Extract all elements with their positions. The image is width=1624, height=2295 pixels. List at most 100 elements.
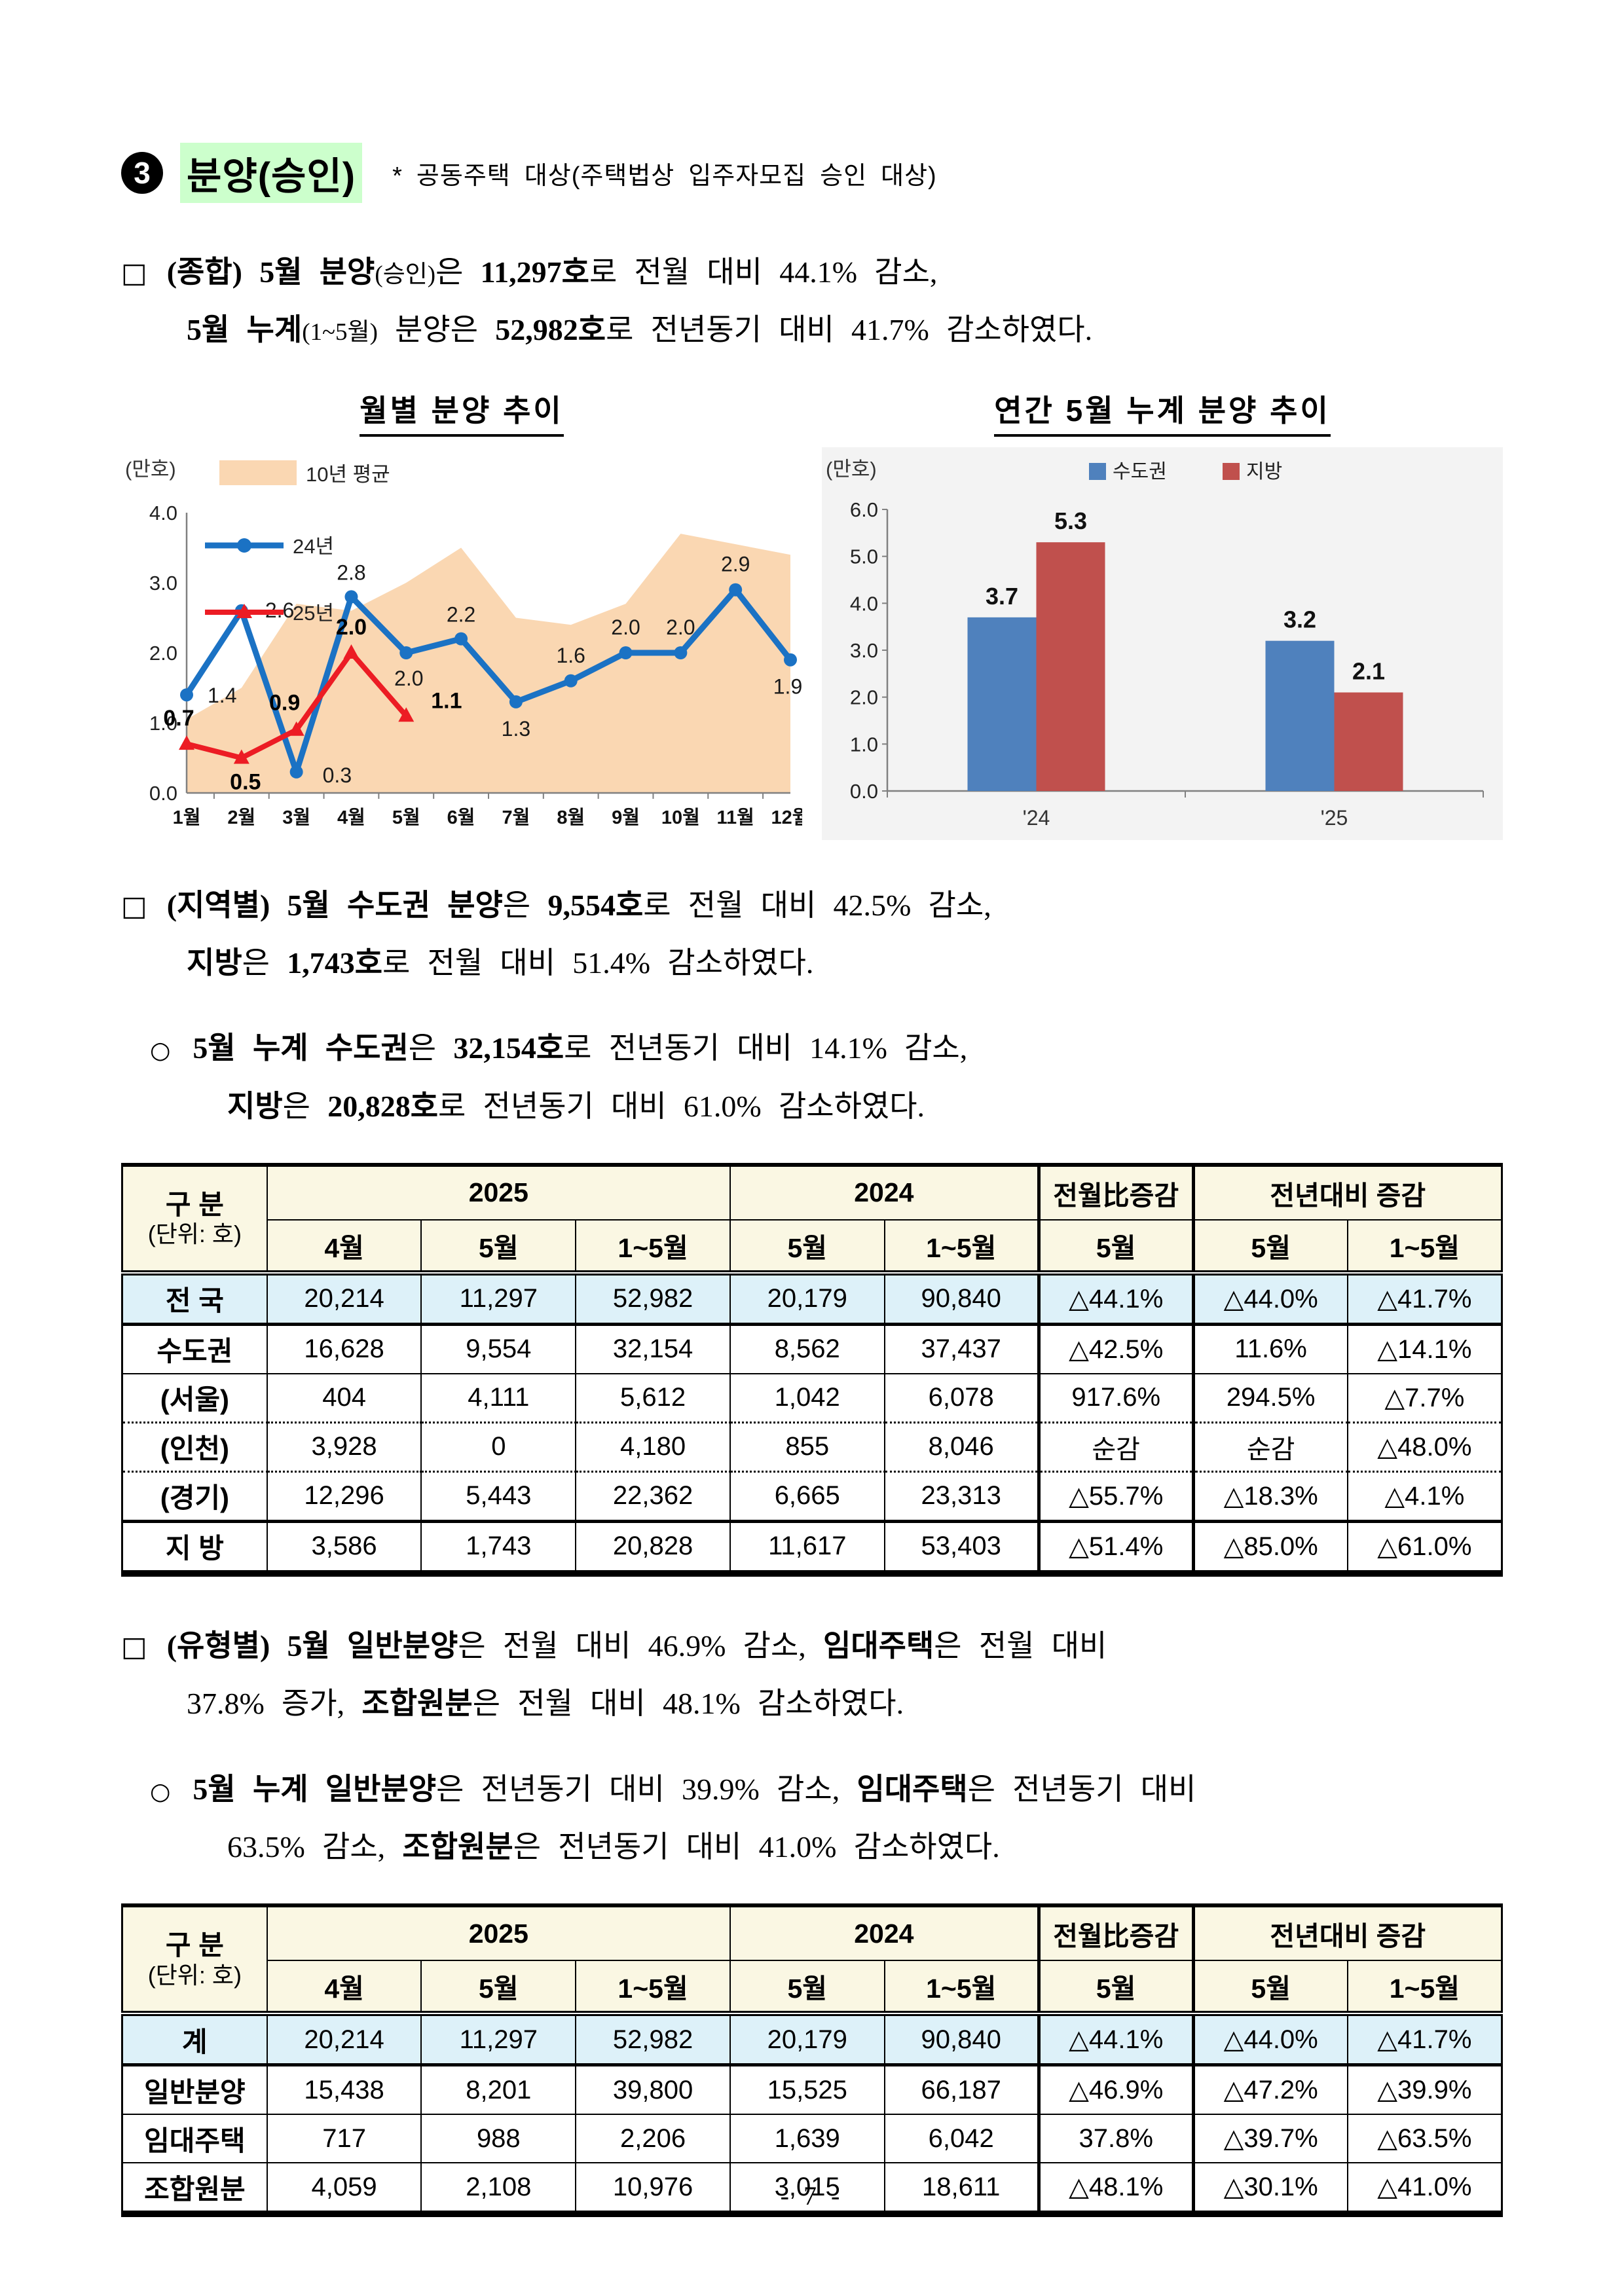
header-2025: 2025 [266, 1905, 731, 1962]
table-row-general: 일반분양 15,438 8,201 39,800 15,525 66,187 △46.9… [121, 2064, 1503, 2116]
header-category: 구 분 (단위: 호) [121, 1164, 268, 1276]
monthly-line-chart-svg: 0.0 1.0 2.0 3.0 4.0 1월 2월 3월 4월 5월 6월 7월 8월 9월 10월 11월 1… [125, 458, 802, 828]
header-mom-change: 전월比증감 [1037, 1905, 1194, 1962]
svg-text:2.8: 2.8 [337, 560, 365, 584]
header-category: 구 분 (단위: 호) [121, 1905, 268, 2017]
circle-bullet-icon: ○ [150, 1778, 171, 1805]
svg-text:4.0: 4.0 [850, 592, 878, 615]
svg-text:1.4: 1.4 [208, 684, 236, 707]
subheader: 5월 [1037, 1960, 1194, 2017]
svg-text:12월: 12월 [771, 807, 802, 828]
circle-bullet-icon: ○ [150, 1037, 171, 1065]
svg-text:'24: '24 [1023, 806, 1050, 830]
page-title: 분양(승인) [180, 143, 363, 203]
table-row-rental: 임대주택 717 988 2,206 1,639 6,042 37.8% △39.7% △6… [121, 2114, 1503, 2164]
annual-bar-chart-svg: 0.0 1.0 2.0 3.0 4.0 5.0 6.0 3.7 5.3 '24 3.2 2.1 '25 (… [822, 447, 1503, 840]
type-table-header: 구 분 (단위: 호) 2025 2024 전월比증감 전년대비 증감 4월 5월… [121, 1905, 1503, 2017]
header-yoy-change: 전년대비 증감 [1191, 1905, 1503, 1962]
svg-text:2.0: 2.0 [611, 615, 640, 639]
header-2024: 2024 [729, 1905, 1040, 1962]
svg-text:2.0: 2.0 [666, 615, 695, 639]
line-chart-title: 월별 분양 추이 [360, 387, 564, 437]
svg-text:1.3: 1.3 [502, 717, 530, 741]
region-table-header: 구 분 (단위: 호) 2025 2024 전월比증감 전년대비 증감 4월 5월… [121, 1164, 1503, 1276]
monthly-line-chart: 월별 분양 추이 0.0 1.0 2.0 3.0 4.0 1월 2월 3월 4월 5월 6월 7월 8월… [121, 387, 802, 840]
svg-text:0.3: 0.3 [323, 763, 352, 787]
subheader: 5월 [729, 1960, 885, 2017]
paragraph-line: 5월 누계(1~5월) 분양은 52,982호로 전년동기 대비 41.7% 감… [187, 313, 1093, 347]
table-row-capital: 수도권 16,628 9,554 32,154 8,562 37,437 △42.5% 1… [121, 1323, 1503, 1374]
header-2025: 2025 [266, 1164, 731, 1221]
table-row-total: 계 20,214 11,297 52,982 20,179 90,840 △44.1% △… [121, 2013, 1503, 2067]
svg-text:2.1: 2.1 [1352, 657, 1385, 684]
svg-text:(만호): (만호) [826, 458, 877, 481]
svg-text:지방: 지방 [1246, 461, 1282, 483]
page-number: - 7 - [780, 2181, 844, 2211]
svg-text:0.5: 0.5 [230, 769, 261, 794]
svg-text:2월: 2월 [227, 807, 255, 828]
header-2024: 2024 [729, 1164, 1040, 1221]
subheader: 5월 [420, 1219, 577, 1276]
header-mom-change: 전월比증감 [1037, 1164, 1194, 1221]
subheader: 1~5월 [883, 1219, 1040, 1276]
table-row-association: 조합원분 4,059 2,108 10,976 3,015 18,611 △48.1% △… [121, 2162, 1503, 2215]
svg-text:0.0: 0.0 [149, 782, 177, 805]
svg-text:2.2: 2.2 [447, 602, 475, 626]
page-content: 3 분양(승인) * 공동주택 대상(주택법상 입주자모집 승인 대상) □ (종… [121, 143, 1503, 2218]
svg-text:2.9: 2.9 [721, 552, 750, 576]
svg-text:2.0: 2.0 [149, 642, 177, 665]
subheader: 5월 [1191, 1219, 1348, 1276]
svg-text:3.2: 3.2 [1283, 606, 1316, 633]
paragraph-line: ○ 5월 누계 일반분양은 전년동기 대비 39.9% 감소, 임대주택은 전년동… [150, 1761, 1503, 1818]
svg-text:9월: 9월 [612, 807, 640, 828]
svg-text:3.0: 3.0 [850, 639, 878, 662]
paragraph-region-cumulative: ○ 5월 누계 수도권은 32,154호로 전년동기 대비 14.1% 감소, 지… [121, 1019, 1503, 1135]
svg-text:10월: 10월 [661, 807, 700, 828]
paragraph-type-cumulative: ○ 5월 누계 일반분양은 전년동기 대비 39.9% 감소, 임대주택은 전년동… [121, 1761, 1503, 1877]
svg-text:4월: 4월 [337, 807, 365, 828]
svg-text:5.0: 5.0 [850, 545, 878, 568]
square-bullet-icon: □ [121, 889, 147, 922]
bar-chart-title: 연간 5월 누계 분양 추이 [994, 387, 1331, 437]
annual-bar-chart: 연간 5월 누계 분양 추이 0.0 1.0 2.0 3.0 4.0 5.0 6.0 3.7 5… [822, 387, 1503, 840]
svg-text:3월: 3월 [282, 807, 310, 828]
svg-text:1월: 1월 [173, 807, 201, 828]
svg-text:'25: '25 [1321, 806, 1348, 830]
svg-text:25년: 25년 [293, 602, 334, 625]
svg-text:3.0: 3.0 [149, 572, 177, 595]
svg-text:1.9: 1.9 [773, 674, 802, 698]
paragraph-line: □ (유형별) 5월 일반분양은 전월 대비 46.9% 감소, 임대주택은 전월… [121, 1617, 1503, 1675]
svg-text:4.0: 4.0 [149, 502, 177, 524]
paragraph-line: 지방은 1,743호로 전월 대비 51.4% 감소하였다. [187, 946, 814, 980]
paragraph-type: □ (유형별) 5월 일반분양은 전월 대비 46.9% 감소, 임대주택은 전월… [121, 1617, 1503, 1733]
svg-text:2.0: 2.0 [394, 667, 423, 690]
table-row-seoul: (서울) 404 4,111 5,612 1,042 6,078 917.6% 294.5… [121, 1372, 1503, 1423]
svg-text:3.7: 3.7 [986, 582, 1018, 609]
section-header: 3 분양(승인) * 공동주택 대상(주택법상 입주자모집 승인 대상) [121, 143, 1503, 203]
svg-text:수도권: 수도권 [1113, 461, 1167, 483]
table-row-gyeonggi: (경기) 12,296 5,443 22,362 6,665 23,313 △55.7%… [121, 1471, 1503, 1523]
subheader: 1~5월 [575, 1960, 731, 2017]
svg-text:1.6: 1.6 [556, 643, 585, 667]
svg-text:11월: 11월 [717, 807, 754, 828]
svg-text:6.0: 6.0 [850, 498, 878, 521]
paragraph-line: □ (지역별) 5월 수도권 분양은 9,554호로 전월 대비 42.5% 감소… [121, 877, 1503, 934]
subheader: 5월 [729, 1219, 885, 1276]
svg-text:0.7: 0.7 [163, 706, 194, 731]
svg-text:5월: 5월 [392, 807, 420, 828]
svg-text:8월: 8월 [557, 807, 585, 828]
square-bullet-icon: □ [121, 1630, 147, 1662]
table-row-national: 전 국 20,214 11,297 52,982 20,179 90,840 △44.1… [121, 1272, 1503, 1326]
svg-text:24년: 24년 [293, 535, 334, 558]
svg-text:6월: 6월 [447, 807, 475, 828]
subheader: 1~5월 [1346, 1219, 1503, 1276]
svg-text:1.0: 1.0 [149, 712, 177, 735]
header-yoy-change: 전년대비 증감 [1191, 1164, 1503, 1221]
paragraph-line: 37.8% 증가, 조합원분은 전월 대비 48.1% 감소하였다. [187, 1687, 904, 1721]
subheader: 1~5월 [575, 1219, 731, 1276]
type-table: 구 분 (단위: 호) 2025 2024 전월比증감 전년대비 증감 4월 5월… [121, 1903, 1503, 2218]
charts-section: 월별 분양 추이 0.0 1.0 2.0 3.0 4.0 1월 2월 3월 4월 5월 6월 7월 8월… [121, 387, 1503, 840]
table-row-incheon: (인천) 3,928 0 4,180 855 8,046 순감 순감 △48.0% [121, 1422, 1503, 1473]
svg-text:5.3: 5.3 [1054, 507, 1087, 534]
svg-text:2.0: 2.0 [850, 686, 878, 708]
